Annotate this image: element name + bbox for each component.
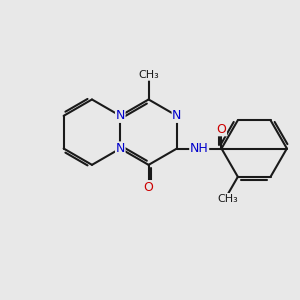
Text: CH₃: CH₃ <box>218 194 238 204</box>
Text: N: N <box>172 109 182 122</box>
Text: O: O <box>217 123 226 136</box>
Text: NH: NH <box>190 142 208 155</box>
Text: CH₃: CH₃ <box>138 70 159 80</box>
Text: N: N <box>116 142 125 155</box>
Text: N: N <box>116 109 125 122</box>
Text: O: O <box>144 181 154 194</box>
